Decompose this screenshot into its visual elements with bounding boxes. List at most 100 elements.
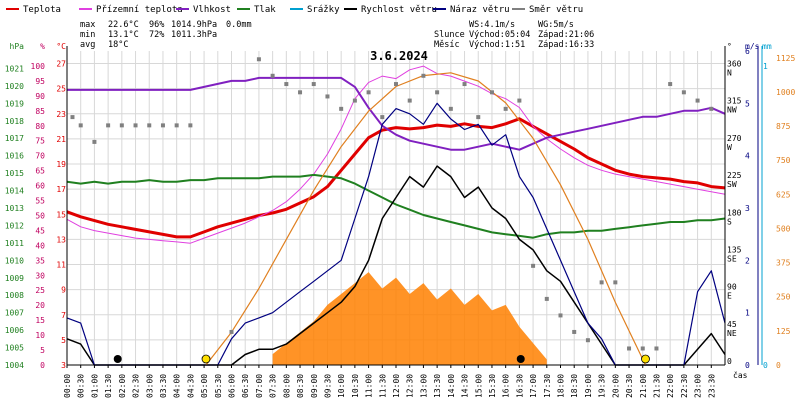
hpa-axis-tick: 1017 bbox=[5, 134, 24, 143]
wind-direction-point bbox=[613, 280, 618, 285]
pct-axis-tick: 45 bbox=[35, 226, 45, 235]
ms-axis-tick: 2 bbox=[745, 256, 750, 265]
wind-direction-point bbox=[462, 82, 467, 87]
pct-axis-tick: 0 bbox=[40, 361, 45, 370]
wind-direction-point bbox=[339, 106, 344, 111]
dir-axis-tick: 90 bbox=[727, 283, 737, 292]
stat-max-press: 1014.9hPa bbox=[171, 20, 217, 30]
pct-axis-tick: 10 bbox=[35, 331, 45, 340]
ms-axis-tick: 4 bbox=[745, 152, 750, 161]
x-tick-label: 18:30 bbox=[570, 374, 579, 398]
x-tick-label: 08:30 bbox=[296, 374, 305, 398]
dir-axis-tick: 0 bbox=[727, 357, 732, 366]
pct-axis-tick: 40 bbox=[35, 241, 45, 250]
wind-speed-info: WS:4.1m/s bbox=[469, 20, 515, 30]
hpa-axis-tick: 1006 bbox=[5, 326, 24, 335]
x-tick-label: 10:00 bbox=[337, 374, 346, 398]
dir-axis-title: ° bbox=[727, 42, 732, 51]
legend-label: Rychlost větru bbox=[361, 5, 437, 15]
moonrise-value: Východ:1:51 bbox=[469, 40, 525, 50]
x-tick-label: 11:00 bbox=[365, 374, 374, 398]
wind-direction-point bbox=[394, 82, 398, 87]
x-tick-label: 03:00 bbox=[145, 374, 154, 398]
x-tick-label: 02:30 bbox=[132, 374, 141, 398]
degc-axis-tick: 5 bbox=[61, 336, 66, 345]
x-tick-label: 14:30 bbox=[461, 374, 470, 398]
wind-direction-point bbox=[106, 123, 111, 128]
legend-label: Srážky bbox=[307, 5, 340, 15]
pct-axis-tick: 100 bbox=[31, 62, 46, 71]
wm2-axis-tick: 0 bbox=[776, 361, 781, 370]
dir-axis-tick: 180 bbox=[727, 208, 742, 217]
legend-label: Náraz větru bbox=[450, 5, 510, 15]
x-tick-label: 15:00 bbox=[474, 374, 483, 398]
sun-moon-markers bbox=[113, 354, 650, 364]
wind-direction-point bbox=[70, 115, 75, 120]
hpa-axis-tick: 1019 bbox=[5, 99, 24, 108]
wind-direction-point bbox=[407, 98, 412, 103]
pct-axis-tick: 35 bbox=[35, 256, 45, 265]
x-tick-label: 23:30 bbox=[707, 374, 716, 398]
wind-direction-point bbox=[709, 106, 714, 111]
wind-direction-point bbox=[160, 123, 165, 128]
solar-radiation-area bbox=[272, 272, 547, 365]
x-tick-label: 09:30 bbox=[323, 374, 332, 398]
x-tick-label: 21:00 bbox=[639, 374, 648, 398]
series-vlhkost bbox=[67, 76, 726, 151]
x-tick-label: 07:00 bbox=[255, 374, 264, 398]
x-tick-label: 05:30 bbox=[214, 374, 223, 398]
x-tick-label: 12:30 bbox=[406, 374, 415, 398]
moonset-value: Západ:16:33 bbox=[538, 40, 594, 50]
wind-direction-point bbox=[298, 90, 303, 95]
dir-axis-label: NW bbox=[727, 106, 737, 115]
wind-direction-point bbox=[352, 98, 357, 103]
x-tick-label: 17:00 bbox=[529, 374, 538, 398]
pct-axis-tick: 15 bbox=[35, 316, 45, 325]
wind-direction-point bbox=[435, 90, 440, 95]
wind-direction-point bbox=[640, 346, 645, 351]
x-tick-label: 12:00 bbox=[392, 374, 401, 398]
pct-axis-tick: 85 bbox=[35, 107, 45, 116]
hpa-axis-tick: 1011 bbox=[5, 239, 24, 248]
stat-max-hum: 96% bbox=[149, 20, 164, 30]
mm-axis-tick: 0 bbox=[763, 361, 768, 370]
hpa-axis-tick: 1010 bbox=[5, 256, 24, 265]
x-tick-label: 15:30 bbox=[488, 374, 497, 398]
hpa-axis-tick: 1008 bbox=[5, 291, 24, 300]
wind-direction-point bbox=[531, 263, 536, 268]
pct-axis-tick: 25 bbox=[35, 286, 45, 295]
x-tick-label: 07:30 bbox=[269, 374, 278, 398]
degc-axis-tick: 21 bbox=[56, 135, 66, 144]
wm2-axis-tick: 125 bbox=[776, 327, 791, 336]
stat-min-hum: 72% bbox=[149, 30, 164, 40]
wind-direction-point bbox=[489, 90, 494, 95]
x-tick-label: 06:00 bbox=[228, 374, 237, 398]
wm2-axis-tick: 625 bbox=[776, 190, 791, 199]
x-tick-label: 03:30 bbox=[159, 374, 168, 398]
sunrise-marker bbox=[201, 354, 211, 364]
stat-avg-temp: 18°C bbox=[108, 40, 128, 50]
hpa-axis-tick: 1009 bbox=[5, 274, 24, 283]
series-teplota bbox=[66, 117, 726, 239]
wind-direction-point bbox=[448, 106, 453, 111]
hpa-axis-title: hPa bbox=[10, 42, 25, 51]
wm2-axis-tick: 875 bbox=[776, 122, 791, 131]
x-tick-label: 01:00 bbox=[90, 374, 99, 398]
ms-axis-title: m/s bbox=[745, 42, 760, 51]
wind-direction-point bbox=[503, 106, 508, 111]
degc-axis-tick: 17 bbox=[56, 185, 66, 194]
pct-axis-tick: 55 bbox=[35, 197, 45, 206]
hpa-axis-tick: 1004 bbox=[5, 361, 24, 370]
pct-axis-tick: 20 bbox=[35, 301, 45, 310]
x-tick-label: 02:00 bbox=[118, 374, 127, 398]
pct-axis-tick: 50 bbox=[35, 211, 45, 220]
wind-direction-point bbox=[544, 296, 549, 301]
dir-axis-tick: 135 bbox=[727, 245, 742, 254]
degc-axis-tick: 7 bbox=[61, 311, 66, 320]
x-tick-label: 23:00 bbox=[694, 374, 703, 398]
x-tick-label: 06:30 bbox=[241, 374, 250, 398]
ms-axis-tick: 1 bbox=[745, 309, 750, 318]
stat-min-label: min bbox=[80, 30, 95, 40]
wm2-axis-tick: 375 bbox=[776, 259, 791, 268]
wind-direction-points bbox=[70, 57, 714, 351]
